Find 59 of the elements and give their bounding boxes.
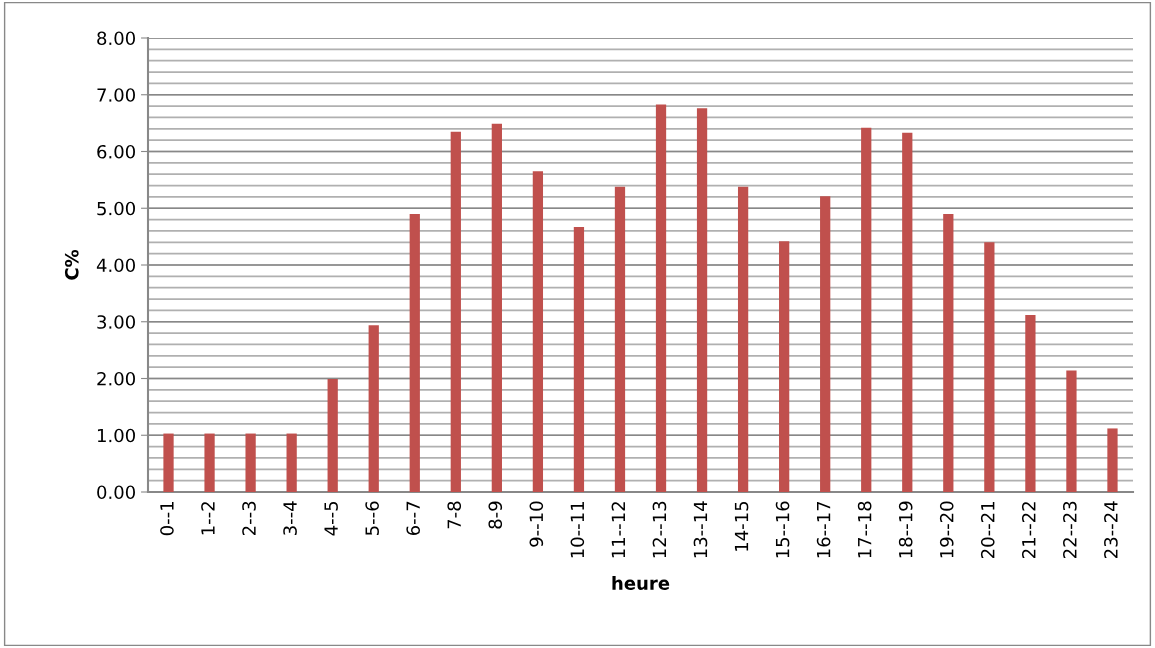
- y-tick-label: 8.00: [97, 31, 135, 46]
- y-tick-label: 6.00: [97, 144, 135, 159]
- x-tick-label: 17--18: [857, 501, 872, 558]
- bar: [368, 325, 379, 492]
- bar: [984, 242, 995, 492]
- x-tick-label: 14-15: [734, 501, 749, 551]
- y-tick-label: 1.00: [97, 428, 135, 443]
- y-tick-label: 7.00: [97, 88, 135, 102]
- bar: [614, 186, 626, 492]
- x-tick-label: 21--22: [1021, 502, 1036, 558]
- y-tick-label: 3.00: [97, 315, 135, 329]
- bar: [573, 226, 585, 492]
- bar: [532, 171, 544, 492]
- bar: [1025, 314, 1036, 492]
- bar: [409, 213, 420, 492]
- x-tick-label: 15--16: [775, 501, 790, 558]
- x-tick-label: 6--7: [406, 501, 421, 536]
- x-tick-label: 16--17: [816, 501, 831, 558]
- x-tick-label: 0--1: [160, 502, 174, 536]
- bar: [902, 132, 913, 492]
- bar: [1107, 428, 1118, 492]
- x-tick-label: 13--14: [693, 501, 708, 558]
- bar: [327, 379, 338, 492]
- x-tick-label: 10--11: [570, 502, 585, 558]
- x-tick-label: 2--3: [242, 501, 256, 536]
- y-tick-label: 4.00: [96, 258, 135, 273]
- bar: [696, 108, 708, 492]
- y-tick-label: 5.00: [97, 201, 135, 216]
- x-tick-label: 22--23: [1063, 501, 1077, 558]
- bar: [737, 186, 749, 492]
- x-tick-label: 7-8: [447, 501, 462, 529]
- y-axis-title: C%: [64, 249, 79, 280]
- x-tick-label: 20--21: [980, 502, 995, 558]
- bar: [286, 433, 297, 492]
- y-tick-label: 2.00: [97, 371, 135, 386]
- bar: [204, 433, 215, 492]
- x-tick-label: 18--19: [898, 501, 913, 558]
- x-tick-label: 11--12: [611, 502, 625, 558]
- x-tick-label: 1--2: [201, 502, 215, 535]
- bar: [655, 104, 667, 492]
- bar: [163, 433, 174, 492]
- x-tick-label: 19--20: [939, 501, 954, 558]
- bar: [861, 127, 872, 492]
- bar: [820, 196, 831, 492]
- x-tick-label: 23--24: [1104, 501, 1118, 558]
- bar: [491, 123, 502, 492]
- x-tick-label: 9--10: [529, 501, 544, 547]
- x-axis-title: heure: [612, 575, 670, 590]
- x-tick-label: 8-9: [488, 501, 503, 529]
- x-tick-label: 5--6: [365, 501, 379, 535]
- bar: [779, 241, 790, 492]
- x-tick-label: 4--5: [324, 501, 338, 536]
- bar: [450, 131, 461, 492]
- bar: [943, 213, 954, 492]
- x-tick-label: 12--13: [652, 501, 667, 558]
- y-tick-label: 0.00: [97, 485, 135, 500]
- x-tick-label: 3--4: [283, 501, 297, 535]
- bar: [245, 433, 256, 492]
- bar: [1066, 370, 1077, 492]
